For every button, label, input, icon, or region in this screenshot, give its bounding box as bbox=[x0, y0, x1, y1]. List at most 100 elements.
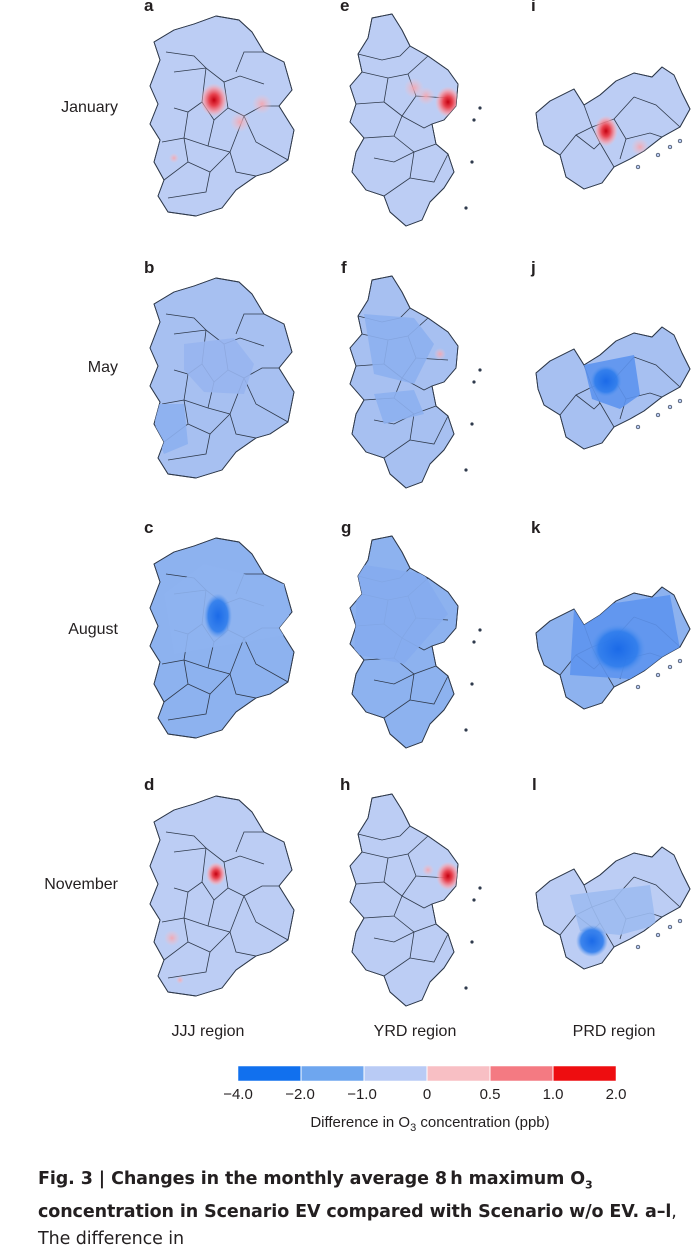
province-boundary bbox=[165, 51, 207, 69]
province-boundary bbox=[373, 931, 415, 943]
colorbar-tick: 0.5 bbox=[479, 1086, 501, 1103]
panel-letter-d: d bbox=[144, 775, 155, 794]
hotspot-slight-positive bbox=[417, 87, 435, 105]
province-boundary bbox=[229, 673, 257, 699]
panel-letter-b: b bbox=[144, 258, 155, 277]
panel-letter-g: g bbox=[341, 518, 352, 537]
island bbox=[470, 940, 474, 944]
column-label-prd: PRD region bbox=[572, 1023, 656, 1040]
map-prd-may bbox=[535, 326, 691, 450]
province-boundary bbox=[243, 377, 289, 423]
panel-letter-c: c bbox=[144, 518, 154, 537]
map-outline bbox=[349, 275, 459, 489]
map-region-fill bbox=[349, 13, 459, 227]
province-boundary bbox=[167, 693, 211, 721]
province-boundary bbox=[409, 153, 449, 183]
island bbox=[667, 404, 673, 410]
province-boundary bbox=[165, 313, 207, 331]
panel-letter-j: j bbox=[531, 258, 536, 277]
province-boundary bbox=[357, 825, 411, 841]
colorbar-tick: −2.0 bbox=[285, 1086, 315, 1103]
island bbox=[677, 398, 683, 404]
province-boundary bbox=[599, 402, 615, 428]
colorbar-tick: 0 bbox=[422, 1086, 432, 1103]
province-boundary bbox=[243, 895, 289, 941]
map-outline bbox=[535, 66, 691, 190]
map-region-fill bbox=[149, 15, 295, 217]
hotspot-negative bbox=[590, 365, 622, 397]
island bbox=[470, 160, 474, 164]
colorbar-segment bbox=[427, 1066, 490, 1081]
island bbox=[478, 886, 482, 890]
map-outline bbox=[149, 15, 295, 217]
panel-letter-h: h bbox=[340, 775, 351, 794]
hotspot-positive bbox=[206, 862, 226, 886]
province-boundary bbox=[167, 951, 211, 979]
island bbox=[667, 924, 673, 930]
island bbox=[677, 138, 683, 144]
island bbox=[472, 898, 476, 902]
province-boundary bbox=[373, 151, 415, 163]
island bbox=[464, 986, 468, 990]
map-prd-january bbox=[535, 66, 691, 190]
province-boundary bbox=[167, 171, 211, 199]
map-outline bbox=[149, 795, 295, 997]
figure-caption: Fig. 3 | Changes in the monthly average … bbox=[38, 1169, 677, 1249]
area-negative bbox=[364, 314, 434, 384]
province-boundary bbox=[229, 413, 257, 439]
panel-letter-k: k bbox=[531, 518, 541, 537]
province-boundary bbox=[243, 637, 289, 683]
map-yrd-november bbox=[349, 793, 482, 1007]
hotspot-positive bbox=[200, 83, 228, 117]
colorbar-segment bbox=[301, 1066, 364, 1081]
map-yrd-january bbox=[349, 13, 482, 227]
province-boundary bbox=[173, 67, 207, 113]
panel-letter-a: a bbox=[144, 0, 154, 15]
colorbar-segment bbox=[238, 1066, 301, 1081]
island bbox=[667, 664, 673, 670]
panel-letter-l: l bbox=[532, 775, 537, 794]
map-outline bbox=[535, 326, 691, 450]
colorbar-tick: −4.0 bbox=[223, 1086, 253, 1103]
colorbar-segment bbox=[364, 1066, 427, 1081]
island bbox=[635, 944, 641, 950]
island bbox=[655, 932, 661, 938]
province-boundary bbox=[633, 356, 681, 388]
province-boundary bbox=[619, 138, 627, 160]
colorbar-segment bbox=[490, 1066, 553, 1081]
province-boundary bbox=[229, 931, 257, 957]
panel-letter-e: e bbox=[340, 0, 350, 15]
province-boundary bbox=[361, 835, 429, 859]
row-label-august: August bbox=[68, 621, 118, 638]
map-outline bbox=[149, 537, 295, 739]
colorbar-title: Difference in O3 concentration (ppb) bbox=[310, 1114, 550, 1134]
area-negative bbox=[374, 390, 424, 424]
row-label-january: January bbox=[61, 99, 118, 116]
map-jjj-january bbox=[149, 15, 295, 217]
province-boundary bbox=[235, 831, 264, 853]
province-boundary bbox=[173, 847, 207, 893]
map-yrd-august bbox=[349, 535, 482, 749]
area-negative bbox=[570, 885, 656, 935]
column-label-jjj: JJJ region bbox=[171, 1023, 245, 1040]
province-boundary bbox=[409, 675, 449, 705]
map-outline bbox=[349, 793, 459, 1007]
map-prd-november bbox=[535, 846, 691, 970]
hotspot-slight-positive bbox=[169, 153, 179, 163]
province-boundary bbox=[361, 55, 429, 79]
province-boundary bbox=[165, 831, 207, 849]
island bbox=[655, 672, 661, 678]
colorbar-segment bbox=[553, 1066, 616, 1081]
province-boundary bbox=[235, 313, 264, 335]
row-label-may: May bbox=[87, 359, 118, 376]
island bbox=[478, 368, 482, 372]
hotspot-slight-positive bbox=[164, 930, 180, 946]
map-prd-august bbox=[535, 586, 691, 710]
island bbox=[478, 106, 482, 110]
province-boundary bbox=[235, 51, 264, 73]
colorbar-tick: 2.0 bbox=[605, 1086, 627, 1103]
hotspot-negative bbox=[204, 593, 232, 639]
map-region-fill bbox=[349, 793, 459, 1007]
map-jjj-november bbox=[149, 795, 295, 997]
island bbox=[635, 164, 641, 170]
